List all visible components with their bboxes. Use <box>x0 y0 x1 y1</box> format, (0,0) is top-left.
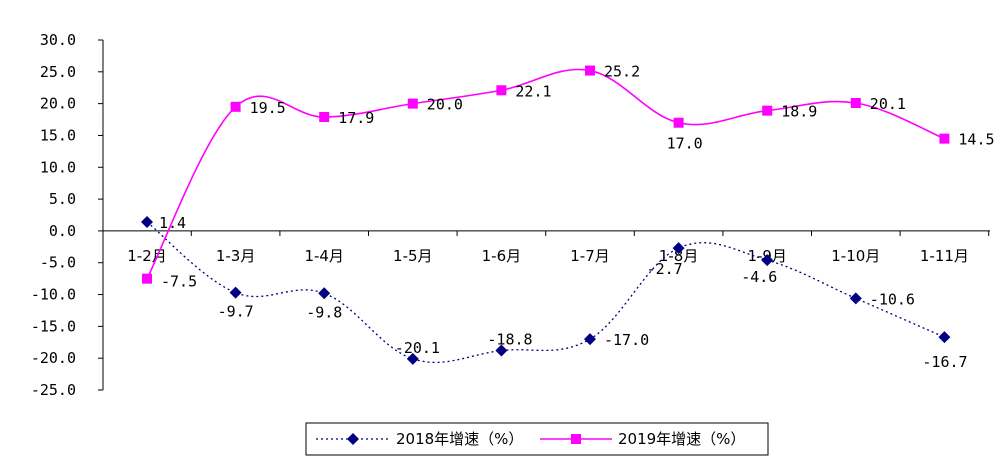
y-tick-label: 20.0 <box>40 95 76 113</box>
series-line-2019 <box>146 68 945 280</box>
data-point-2018 <box>672 242 685 255</box>
y-tick-label: -15.0 <box>31 317 76 335</box>
data-point-2018 <box>318 287 331 300</box>
data-label-2018: -9.8 <box>306 303 342 321</box>
x-tick-label: 1-10月 <box>831 247 880 265</box>
data-label-2019: 17.9 <box>338 109 374 127</box>
x-tick-label: 1-5月 <box>393 247 433 265</box>
series-lines <box>146 68 945 363</box>
y-tick-label: -10.0 <box>31 286 76 304</box>
y-tick-label: 30.0 <box>40 31 76 49</box>
data-label-2019: -7.5 <box>161 273 197 291</box>
y-tick-label: 10.0 <box>40 158 76 176</box>
data-point-2018 <box>849 292 862 305</box>
data-point-2018 <box>938 331 951 344</box>
data-point-2019 <box>762 105 773 116</box>
x-tick-labels: 1-2月1-3月1-4月1-5月1-6月1-7月1-8月1-9月1-10月1-1… <box>127 247 969 265</box>
legend-2018-label: 2018年增速（%） <box>396 430 523 448</box>
y-tick-label: 25.0 <box>40 63 76 81</box>
legend-2018-marker <box>347 433 359 445</box>
data-label-2019: 20.1 <box>870 95 906 113</box>
data-point-2019 <box>673 117 684 128</box>
data-point-2019 <box>939 133 950 144</box>
data-point-2018 <box>406 352 419 365</box>
series-markers <box>141 65 951 365</box>
axes <box>98 39 990 391</box>
y-tick-label: 0.0 <box>49 222 76 240</box>
data-label-2019: 17.0 <box>667 135 703 153</box>
data-point-2018 <box>229 286 242 299</box>
data-point-2018 <box>141 216 153 228</box>
data-point-2019 <box>319 112 330 122</box>
data-label-2019: 18.9 <box>781 103 817 121</box>
data-label-2018: -2.7 <box>647 260 683 278</box>
data-point-2019 <box>850 98 861 108</box>
data-label-2019: 25.2 <box>604 63 640 81</box>
x-tick-label: 1-3月 <box>216 247 256 265</box>
x-tick-label: 1-8月 <box>659 247 699 265</box>
x-tick-label: 1-6月 <box>482 247 522 265</box>
data-label-2018: -16.7 <box>922 353 967 371</box>
y-tick-label: -5.0 <box>40 254 76 272</box>
data-point-2019 <box>585 65 595 76</box>
data-label-2018: -18.8 <box>487 331 532 349</box>
x-tick-label: 1-11月 <box>920 247 969 265</box>
data-label-2019: 22.1 <box>515 82 551 100</box>
x-tick-label: 1-4月 <box>304 247 344 265</box>
data-label-2018: -20.1 <box>395 339 440 357</box>
y-tick-labels: 30.0 25.0 20.0 15.0 10.0 5.0 0.0 -5.0 -10.0 -15.0… <box>31 31 76 399</box>
legend-2019-marker <box>571 434 581 444</box>
data-label-2018: -9.7 <box>218 303 254 321</box>
legend: 2018年增速（%） 2019年增速（%） <box>305 422 769 456</box>
data-label-2018: -17.0 <box>604 331 649 349</box>
y-tick-label: -25.0 <box>31 381 76 399</box>
x-tick-label: 1-7月 <box>570 247 610 265</box>
data-label-2018: 1.4 <box>159 214 186 232</box>
data-point-2019 <box>407 98 418 109</box>
data-point-2018 <box>584 333 596 346</box>
data-label-2019: 20.0 <box>427 96 463 114</box>
data-point-2018 <box>495 344 508 357</box>
legend-2019-label: 2019年增速（%） <box>618 430 745 448</box>
y-tick-label: 15.0 <box>40 126 76 144</box>
data-labels: 1.4 -9.7 -9.8 -20.1 -18.8 -17.0 -2.7 -4.6 -10.6 -… <box>159 63 995 372</box>
y-tick-label: 5.0 <box>49 190 76 208</box>
x-tick-label: 1-2月 <box>127 247 167 265</box>
series-line-2018 <box>146 221 945 363</box>
data-label-2018: -4.6 <box>741 268 777 286</box>
data-point-2019 <box>142 273 152 284</box>
y-tick-label: -20.0 <box>31 349 76 367</box>
data-label-2018: -10.6 <box>870 290 915 308</box>
data-point-2019 <box>496 85 507 96</box>
data-point-2018 <box>761 254 774 267</box>
data-label-2019: 19.5 <box>250 99 286 117</box>
data-label-2019: 14.5 <box>958 131 994 149</box>
data-point-2019 <box>230 101 241 112</box>
